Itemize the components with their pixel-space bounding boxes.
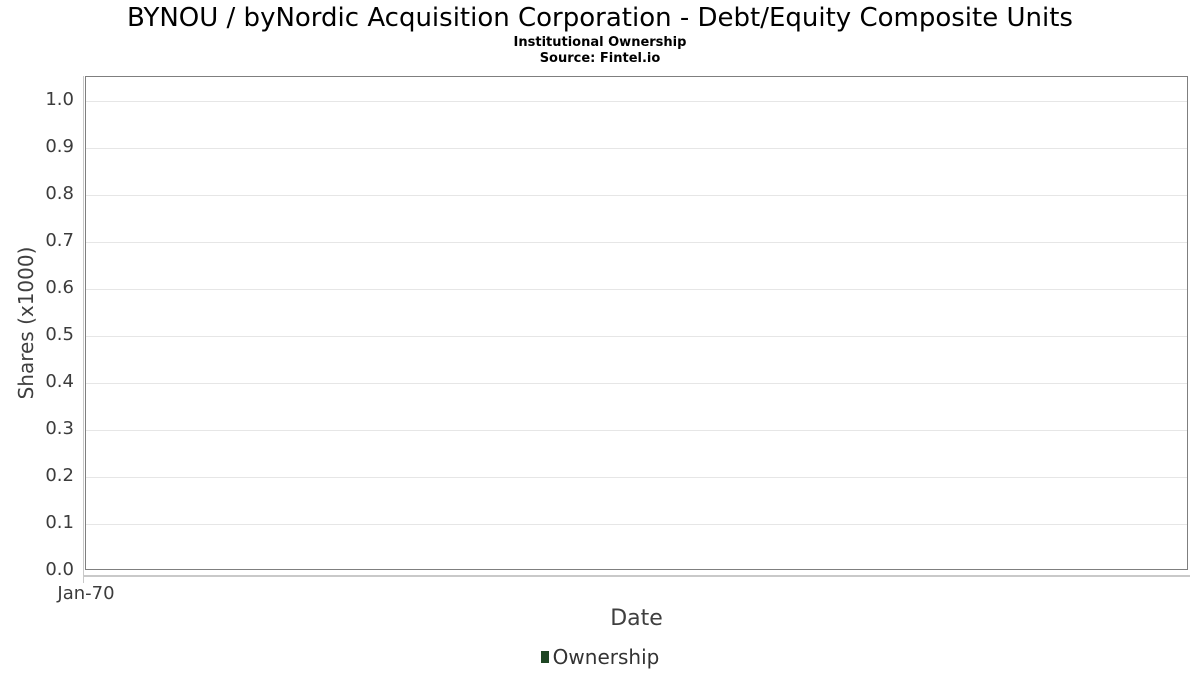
gridline (86, 336, 1187, 337)
y-tick-label: 0.4 (45, 371, 74, 392)
y-tick-label: 0.8 (45, 183, 74, 204)
chart-subtitle: Institutional Ownership (513, 35, 687, 50)
y-tick-label: 0.2 (45, 465, 74, 486)
legend-marker-icon (540, 651, 549, 663)
x-axis-line (83, 575, 1190, 577)
y-axis-line (83, 76, 84, 577)
gridline (86, 477, 1187, 478)
legend-label: Ownership (552, 645, 660, 669)
legend: Ownership (0, 645, 1200, 669)
gridline (86, 430, 1187, 431)
gridline (86, 242, 1187, 243)
y-tick-label: 0.9 (45, 136, 74, 157)
y-tick-label: 0.3 (45, 418, 74, 439)
y-tick-label: 0.1 (45, 512, 74, 533)
gridline (86, 195, 1187, 196)
chart-title: BYNOU / byNordic Acquisition Corporation… (127, 3, 1073, 33)
gridline (86, 289, 1187, 290)
gridline (86, 101, 1187, 102)
x-tick-label: Jan-70 (57, 583, 115, 604)
y-tick-label: 0.5 (45, 324, 74, 345)
gridline (86, 148, 1187, 149)
x-axis-tick (83, 577, 84, 583)
y-tick-label: 1.0 (45, 89, 74, 110)
chart-source: Source: Fintel.io (539, 51, 661, 66)
y-tick-label: 0.7 (45, 230, 74, 251)
y-tick-label: 0.6 (45, 277, 74, 298)
gridline (86, 524, 1187, 525)
y-tick-label: 0.0 (45, 559, 74, 580)
x-axis-title: Date (610, 606, 663, 631)
plot-area (85, 76, 1188, 570)
gridline (86, 383, 1187, 384)
legend-item-ownership[interactable]: Ownership (540, 645, 660, 669)
